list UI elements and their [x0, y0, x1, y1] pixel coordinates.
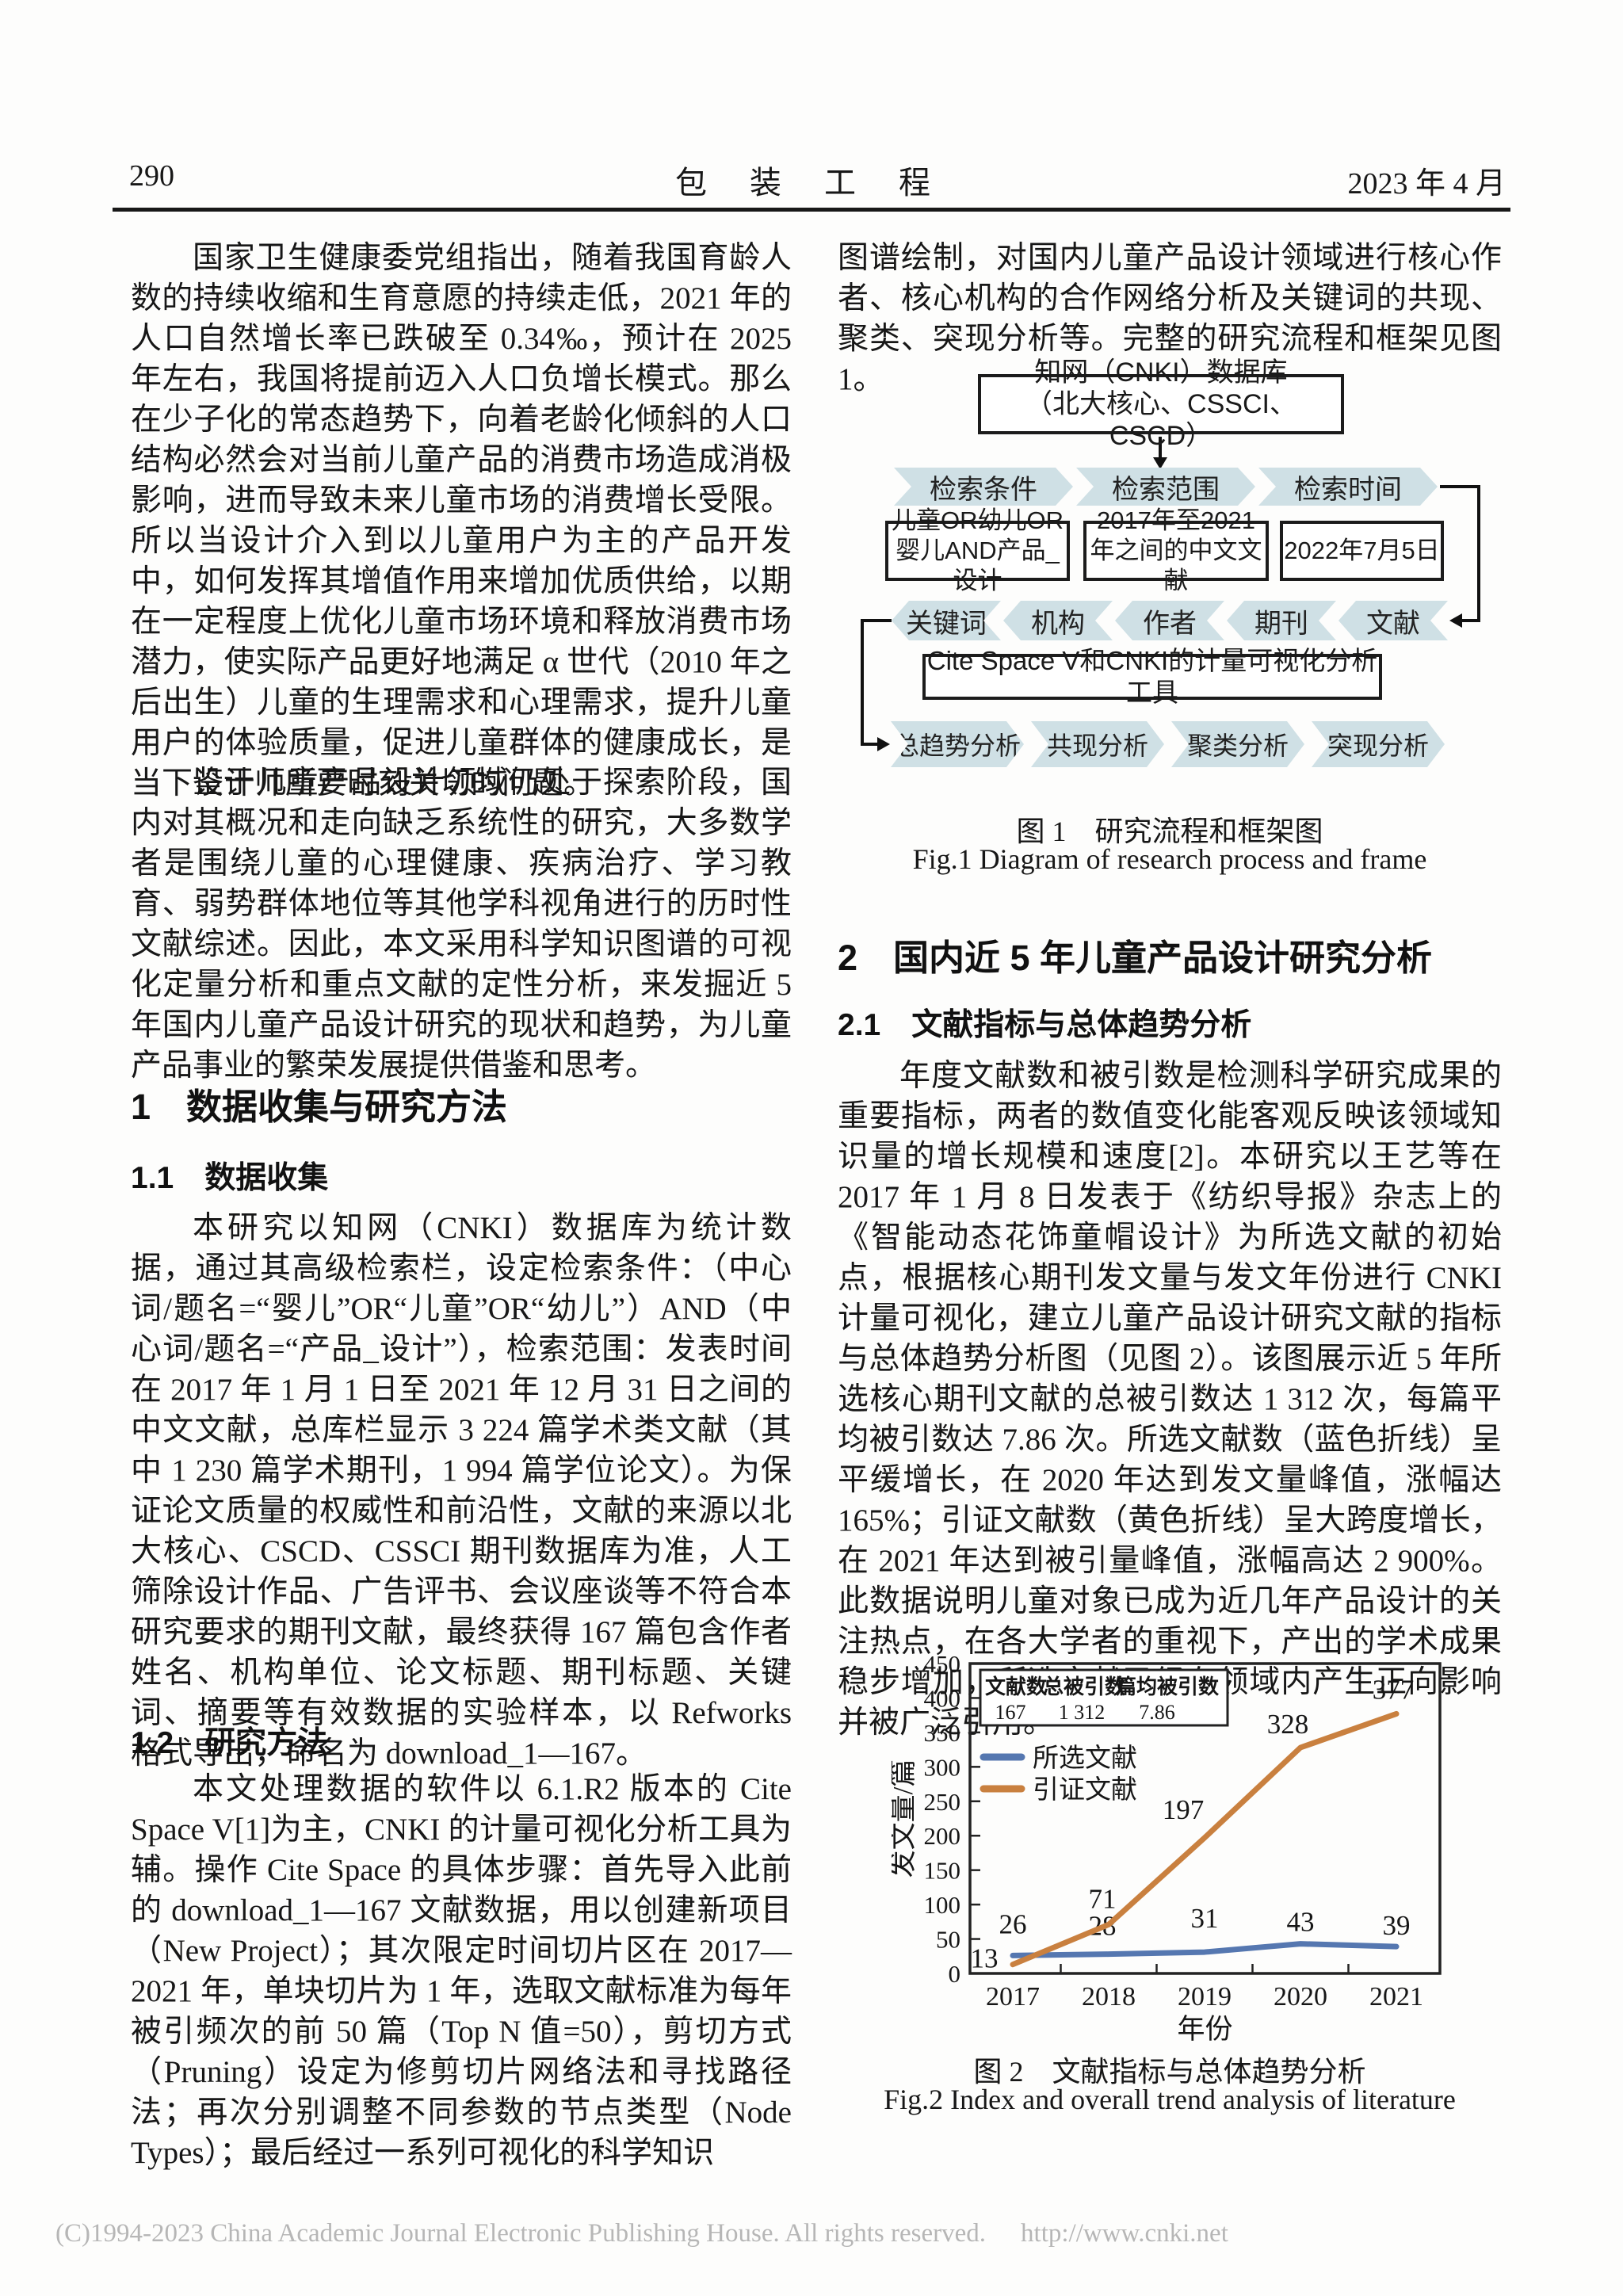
left-column-paragraph-4: 本文处理数据的软件以 6.1.R2 版本的 Cite Space V[1]为主，…: [131, 1769, 792, 2173]
svg-text:167: 167: [995, 1701, 1026, 1724]
page-number: 290: [129, 159, 174, 193]
svg-text:13: 13: [971, 1943, 999, 1974]
svg-text:2019: 2019: [1178, 1982, 1232, 2011]
database-box-line1: 知网（CNKI）数据库: [1034, 357, 1288, 388]
svg-text:250: 250: [924, 1788, 961, 1816]
journal-title: 包 装 工 程: [675, 165, 948, 201]
svg-text:1 312: 1 312: [1059, 1701, 1106, 1724]
left-column-paragraph-3: 本研究以知网（CNKI）数据库为统计数据，通过其高级检索栏，设定检索条件：（中心…: [131, 1208, 792, 1774]
paragraph: 本文处理数据的软件以 6.1.R2 版本的 Cite Space V[1]为主，…: [131, 1772, 792, 2170]
flow-chevron-author: 作者: [1115, 601, 1224, 640]
flow-chevron-burst-analysis: 突现分析: [1312, 721, 1445, 767]
svg-text:发文量/篇: 发文量/篇: [892, 1759, 918, 1878]
svg-text:200: 200: [924, 1822, 961, 1850]
figure-1-flowchart: 知网（CNKI）数据库 （北大核心、CSSCI、CSCD） 检索条件 检索范围 …: [852, 357, 1502, 812]
svg-text:篇均被引数: 篇均被引数: [1116, 1675, 1220, 1698]
svg-text:2017: 2017: [986, 1982, 1040, 2011]
subsection-heading-1-2: 1.2 研究方法: [131, 1726, 329, 1760]
footer-copyright: (C)1994-2023 China Academic Journal Elec…: [55, 2219, 1561, 2248]
svg-text:39: 39: [1383, 1910, 1411, 1941]
paragraph: 图谱绘制，对国内儿童产品设计领域进行核心作者、核心机构的合作网络分析及关键词的共…: [838, 241, 1502, 396]
figure-1-caption-en: Fig.1 Diagram of research process and fr…: [912, 843, 1427, 875]
svg-text:71: 71: [1089, 1883, 1117, 1914]
subsection-heading-2-1: 2.1 文献指标与总体趋势分析: [838, 1008, 1252, 1042]
right-column-paragraph-6: 年度文献数和被引数是检测科学研究成果的重要指标，两者的数值变化能客观反映该领域知…: [838, 1056, 1502, 1743]
figure-2-caption-zh: 图 2 文献指标与总体趋势分析: [973, 2056, 1366, 2088]
svg-text:43: 43: [1287, 1907, 1315, 1938]
flow-chevron-cluster-analysis: 聚类分析: [1171, 721, 1304, 767]
flow-arrows: [861, 437, 1480, 751]
flow-chevron-institution: 机构: [1003, 601, 1113, 640]
svg-text:0: 0: [949, 1960, 961, 1988]
line-chart: 0 50 100 150 200 250 300 350 400 450 2017 2018 2019 2…: [892, 1652, 1442, 2045]
svg-text:100: 100: [924, 1891, 961, 1919]
svg-text:引证文献: 引证文献: [1033, 1775, 1137, 1805]
flow-chevron-search-time: 检索时间: [1258, 468, 1438, 506]
figure-1-caption-zh: 图 1 研究流程和框架图: [1016, 816, 1323, 847]
database-box: 知网（CNKI）数据库 （北大核心、CSSCI、CSCD）: [978, 357, 1344, 451]
svg-text:328: 328: [1267, 1709, 1309, 1740]
svg-text:所选文献: 所选文献: [1033, 1744, 1137, 1773]
figure-2-caption-en: Fig.2 Index and overall trend analysis o…: [884, 2084, 1456, 2115]
tool-box: Cite Space V和CNKI的计量可视化分析工具: [922, 646, 1382, 707]
svg-text:7.86: 7.86: [1139, 1701, 1175, 1724]
svg-text:年份: 年份: [1177, 2014, 1232, 2045]
detail-box-keywords: 儿童OR幼儿OR婴儿AND产品_设计: [885, 506, 1070, 594]
paragraph: 本研究以知网（CNKI）数据库为统计数据，通过其高级检索栏，设定检索条件：（中心…: [131, 1211, 792, 1771]
flow-chevron-keyword: 关键词: [892, 601, 1001, 640]
svg-text:2021: 2021: [1369, 1982, 1423, 2011]
left-column-paragraph-1: 国家卫生健康委党组指出，随着我国育龄人数的持续收缩和生育意愿的持续走低，2021…: [131, 238, 792, 804]
database-box-line2: （北大核心、CSSCI、CSCD）: [1025, 389, 1296, 451]
detail-box-querydate: 2022年7月5日: [1280, 521, 1444, 581]
section-heading-1: 1 数据收集与研究方法: [131, 1087, 508, 1127]
copyright-text: (C)1994-2023 China Academic Journal Elec…: [55, 2219, 987, 2248]
flow-chevron-search-condition: 检索条件: [894, 468, 1073, 506]
flow-chevron-literature: 文献: [1338, 601, 1448, 640]
section-heading-2: 2 国内近 5 年儿童产品设计研究分析: [838, 938, 1433, 978]
flow-chevron-search-scope: 检索范围: [1076, 468, 1255, 506]
svg-text:50: 50: [936, 1926, 960, 1954]
svg-text:197: 197: [1163, 1794, 1205, 1825]
right-column-paragraph-5: 图谱绘制，对国内儿童产品设计领域进行核心作者、核心机构的合作网络分析及关键词的共…: [838, 238, 1502, 399]
paragraph: 国家卫生健康委党组指出，随着我国育龄人数的持续收缩和生育意愿的持续走低，2021…: [131, 241, 792, 800]
svg-text:450: 450: [924, 1652, 961, 1678]
svg-text:377: 377: [1373, 1674, 1415, 1705]
left-column-paragraph-2: 鉴于儿童产品设计领域仍处于探索阶段，国内对其概况和走向缺乏系统性的研究，大多数学…: [131, 762, 792, 1086]
svg-text:2018: 2018: [1082, 1982, 1136, 2011]
paragraph: 鉴于儿童产品设计领域仍处于探索阶段，国内对其概况和走向缺乏系统性的研究，大多数学…: [131, 766, 792, 1083]
svg-text:31: 31: [1191, 1903, 1219, 1934]
paragraph: 年度文献数和被引数是检测科学研究成果的重要指标，两者的数值变化能客观反映该领域知…: [838, 1059, 1502, 1740]
issue-date: 2023 年 4 月: [1347, 167, 1506, 201]
svg-text:总被引数: 总被引数: [1043, 1675, 1126, 1698]
flow-chevron-trend-analysis: 总趋势分析: [891, 721, 1024, 767]
subsection-heading-1-1: 1.1 数据收集: [131, 1161, 329, 1195]
flow-chevron-cooccurrence-analysis: 共现分析: [1031, 721, 1164, 767]
svg-text:350: 350: [924, 1719, 961, 1747]
svg-text:300: 300: [924, 1753, 961, 1781]
svg-text:150: 150: [924, 1857, 961, 1885]
svg-text:文献数: 文献数: [985, 1675, 1048, 1698]
svg-text:2020: 2020: [1274, 1982, 1327, 2011]
header-rule: [113, 208, 1510, 212]
svg-text:26: 26: [999, 1908, 1027, 1939]
flow-chevron-journal: 期刊: [1227, 601, 1336, 640]
cnki-url: http://www.cnki.net: [1021, 2219, 1228, 2248]
detail-box-daterange: 2017年至2021年之间的中文文献: [1083, 506, 1269, 594]
svg-text:400: 400: [924, 1684, 961, 1712]
